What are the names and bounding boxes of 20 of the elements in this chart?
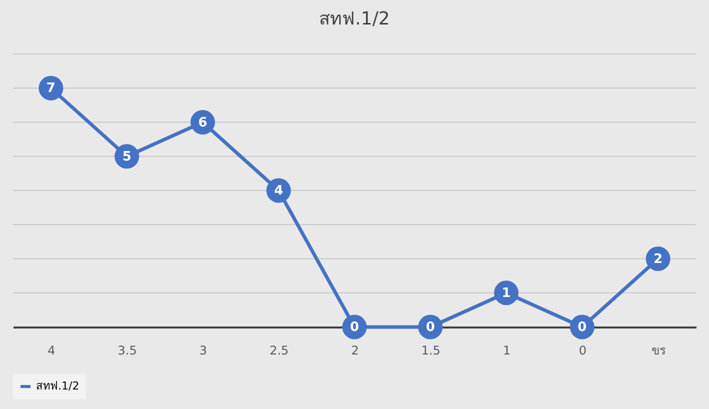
data-label: 7 — [46, 81, 56, 96]
data-label: 1 — [502, 286, 511, 301]
chart-title: สทฟ.1/2 — [319, 8, 390, 30]
x-tick-label: 3.5 — [118, 344, 137, 358]
data-label: 5 — [122, 149, 132, 164]
data-label: 0 — [426, 320, 435, 335]
x-tick-label: 1.5 — [421, 344, 440, 358]
x-tick-label: 2.5 — [270, 344, 289, 358]
x-tick-label: 0 — [578, 344, 586, 358]
x-tick-label: 4 — [48, 344, 56, 358]
x-tick-label: 2 — [351, 344, 359, 358]
x-tick-label: 3 — [199, 344, 208, 358]
legend-label: สทฟ.1/2 — [36, 380, 80, 392]
data-label: 4 — [274, 184, 284, 198]
x-tick-label: ขร — [652, 344, 667, 358]
data-label: 6 — [198, 115, 208, 130]
x-tick-label: 1 — [502, 344, 511, 358]
data-label: 2 — [654, 252, 663, 267]
data-label: 0 — [578, 320, 587, 335]
data-label: 0 — [350, 320, 360, 335]
